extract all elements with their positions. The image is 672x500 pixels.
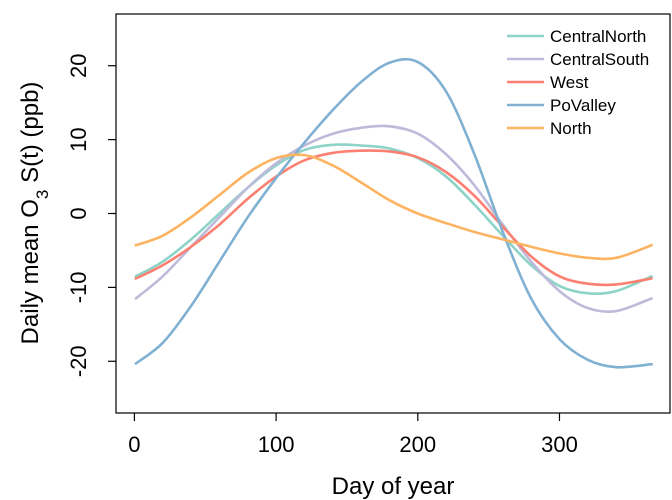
y-tick-label: 10	[66, 127, 91, 151]
legend: CentralNorth CentralSouth West PoValley Nort…	[507, 27, 649, 138]
legend-label-west: West	[550, 73, 589, 92]
x-tick-label: 0	[128, 432, 140, 457]
y-tick-label: 0	[66, 207, 91, 219]
y-tick-label: -10	[66, 271, 91, 303]
legend-label-centralsouth: CentralSouth	[550, 50, 649, 69]
x-axis-title: Day of year	[332, 473, 455, 500]
series-line-centralsouth	[134, 124, 653, 314]
series-line-centralnorth	[134, 143, 653, 296]
y-tick-label: 20	[66, 53, 91, 77]
legend-label-north: North	[550, 119, 592, 138]
series-line-west	[134, 149, 653, 287]
series-line-povalley	[134, 57, 653, 369]
legend-label-povalley: PoValley	[550, 96, 616, 115]
y-axis-title: Daily mean O3 S(t) (ppb)	[17, 82, 52, 345]
legend-label-centralnorth: CentralNorth	[550, 27, 646, 46]
y-tick-label: -20	[66, 345, 91, 377]
x-tick-label: 300	[541, 432, 578, 457]
x-axis: 0 100 200 300	[128, 413, 578, 457]
x-tick-label: 100	[258, 432, 295, 457]
x-tick-label: 200	[399, 432, 436, 457]
y-axis: -20 -10 0 10 20	[66, 53, 116, 377]
series-line-north	[134, 153, 653, 261]
plot-area	[134, 57, 653, 369]
